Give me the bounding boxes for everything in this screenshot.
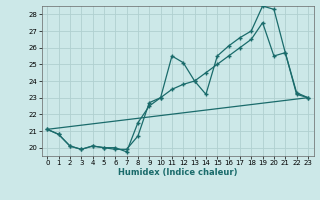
X-axis label: Humidex (Indice chaleur): Humidex (Indice chaleur) (118, 168, 237, 177)
